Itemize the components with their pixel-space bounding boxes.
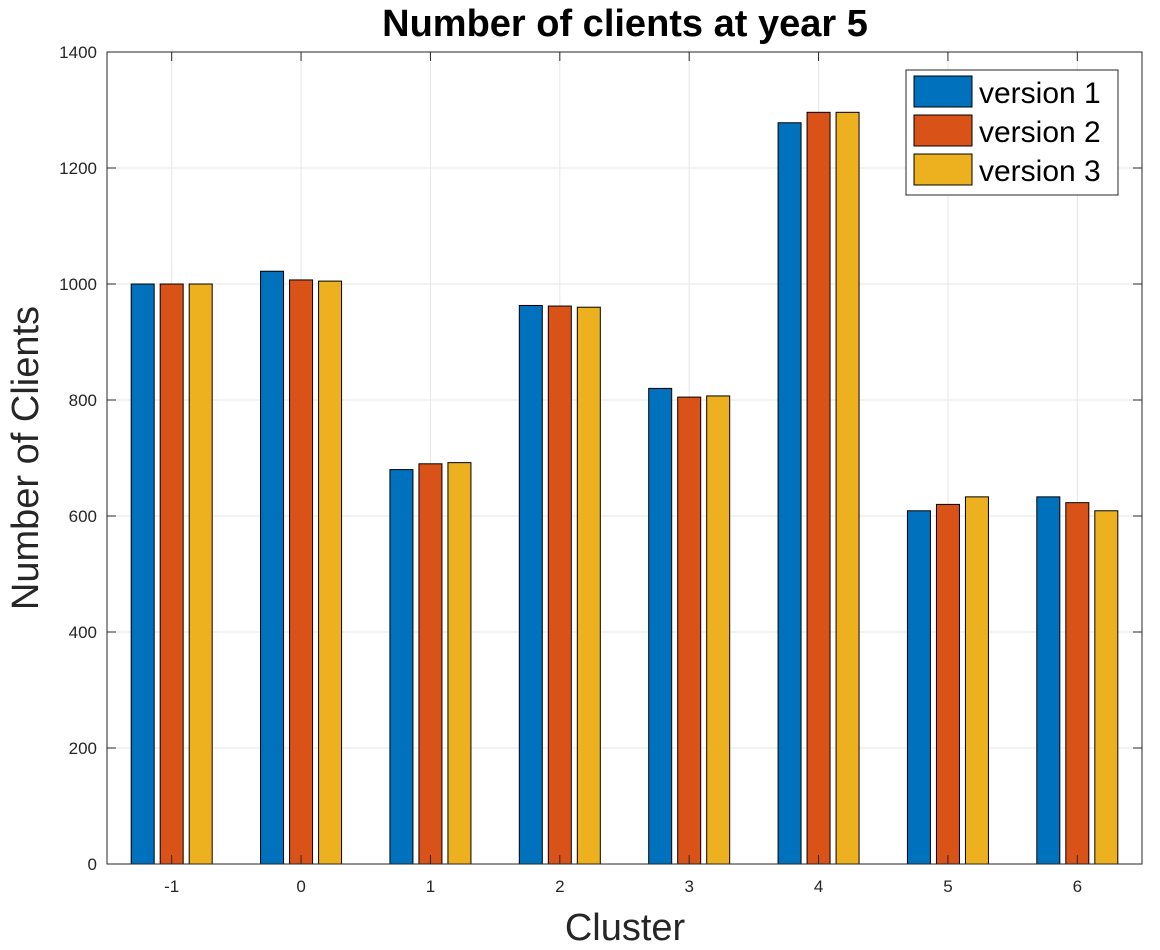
bar-version-2-cluster-6 (1065, 502, 1090, 865)
bar-version-1-cluster-4 (777, 122, 802, 865)
y-tick-label: 0 (88, 855, 97, 874)
x-tick-label: -1 (164, 877, 179, 896)
bar-version-3-cluster-3 (706, 395, 731, 865)
bar-version-1-cluster-1 (389, 469, 414, 865)
x-tick-label: 5 (943, 877, 952, 896)
bars (130, 111, 1119, 865)
ticks: 0 200 400 600 800 1000 1200 1400 -1 0 1 2 3 4 5 6 (59, 43, 1142, 896)
x-tick-label: 6 (1073, 877, 1082, 896)
bar-version-2-cluster-4 (806, 111, 831, 865)
bar-version-2-cluster-1 (418, 463, 443, 865)
y-axis-label: Number of Clients (5, 306, 47, 610)
y-tick-label: 200 (69, 739, 97, 758)
x-tick-label: 0 (296, 877, 305, 896)
bar-version-3-cluster-5 (964, 496, 989, 865)
bar-version-1-cluster--1 (130, 283, 155, 865)
bar-version-2-cluster--1 (159, 283, 184, 865)
legend: version 1 version 2 version 3 (905, 69, 1119, 196)
x-tick-label: 4 (814, 877, 823, 896)
bar-version-1-cluster-2 (518, 304, 543, 865)
bar-version-1-cluster-6 (1036, 496, 1061, 865)
x-tick-label: 1 (426, 877, 435, 896)
legend-label: version 2 (979, 116, 1101, 149)
bar-version-3-cluster-6 (1094, 510, 1119, 865)
legend-swatch (913, 75, 973, 108)
bar-version-2-cluster-2 (547, 305, 572, 865)
bar-version-2-cluster-0 (289, 279, 314, 865)
legend-label: version 3 (979, 155, 1101, 188)
x-tick-label: 2 (555, 877, 564, 896)
y-tick-label: 1200 (59, 159, 97, 178)
x-tick-label: 3 (684, 877, 693, 896)
chart-title: Number of clients at year 5 (382, 3, 868, 45)
bar-version-1-cluster-5 (906, 510, 931, 865)
bar-version-3-cluster--1 (188, 283, 213, 865)
y-tick-label: 800 (69, 391, 97, 410)
bar-version-1-cluster-0 (260, 270, 285, 865)
bar-version-3-cluster-0 (318, 280, 343, 865)
y-tick-label: 600 (69, 507, 97, 526)
y-tick-label: 1000 (59, 275, 97, 294)
bar-version-1-cluster-3 (648, 387, 673, 865)
bar-version-3-cluster-4 (835, 111, 860, 865)
bar-version-3-cluster-1 (447, 462, 472, 865)
bar-version-2-cluster-3 (677, 396, 702, 865)
axes-frame (106, 51, 1143, 865)
y-tick-label: 400 (69, 623, 97, 642)
legend-label: version 1 (979, 77, 1101, 110)
y-tick-label: 1400 (59, 43, 97, 62)
x-axis-label: Cluster (565, 907, 686, 949)
bar-version-2-cluster-5 (935, 503, 960, 865)
legend-swatch (913, 114, 973, 147)
bar-version-3-cluster-2 (576, 306, 601, 865)
legend-swatch (913, 153, 973, 186)
